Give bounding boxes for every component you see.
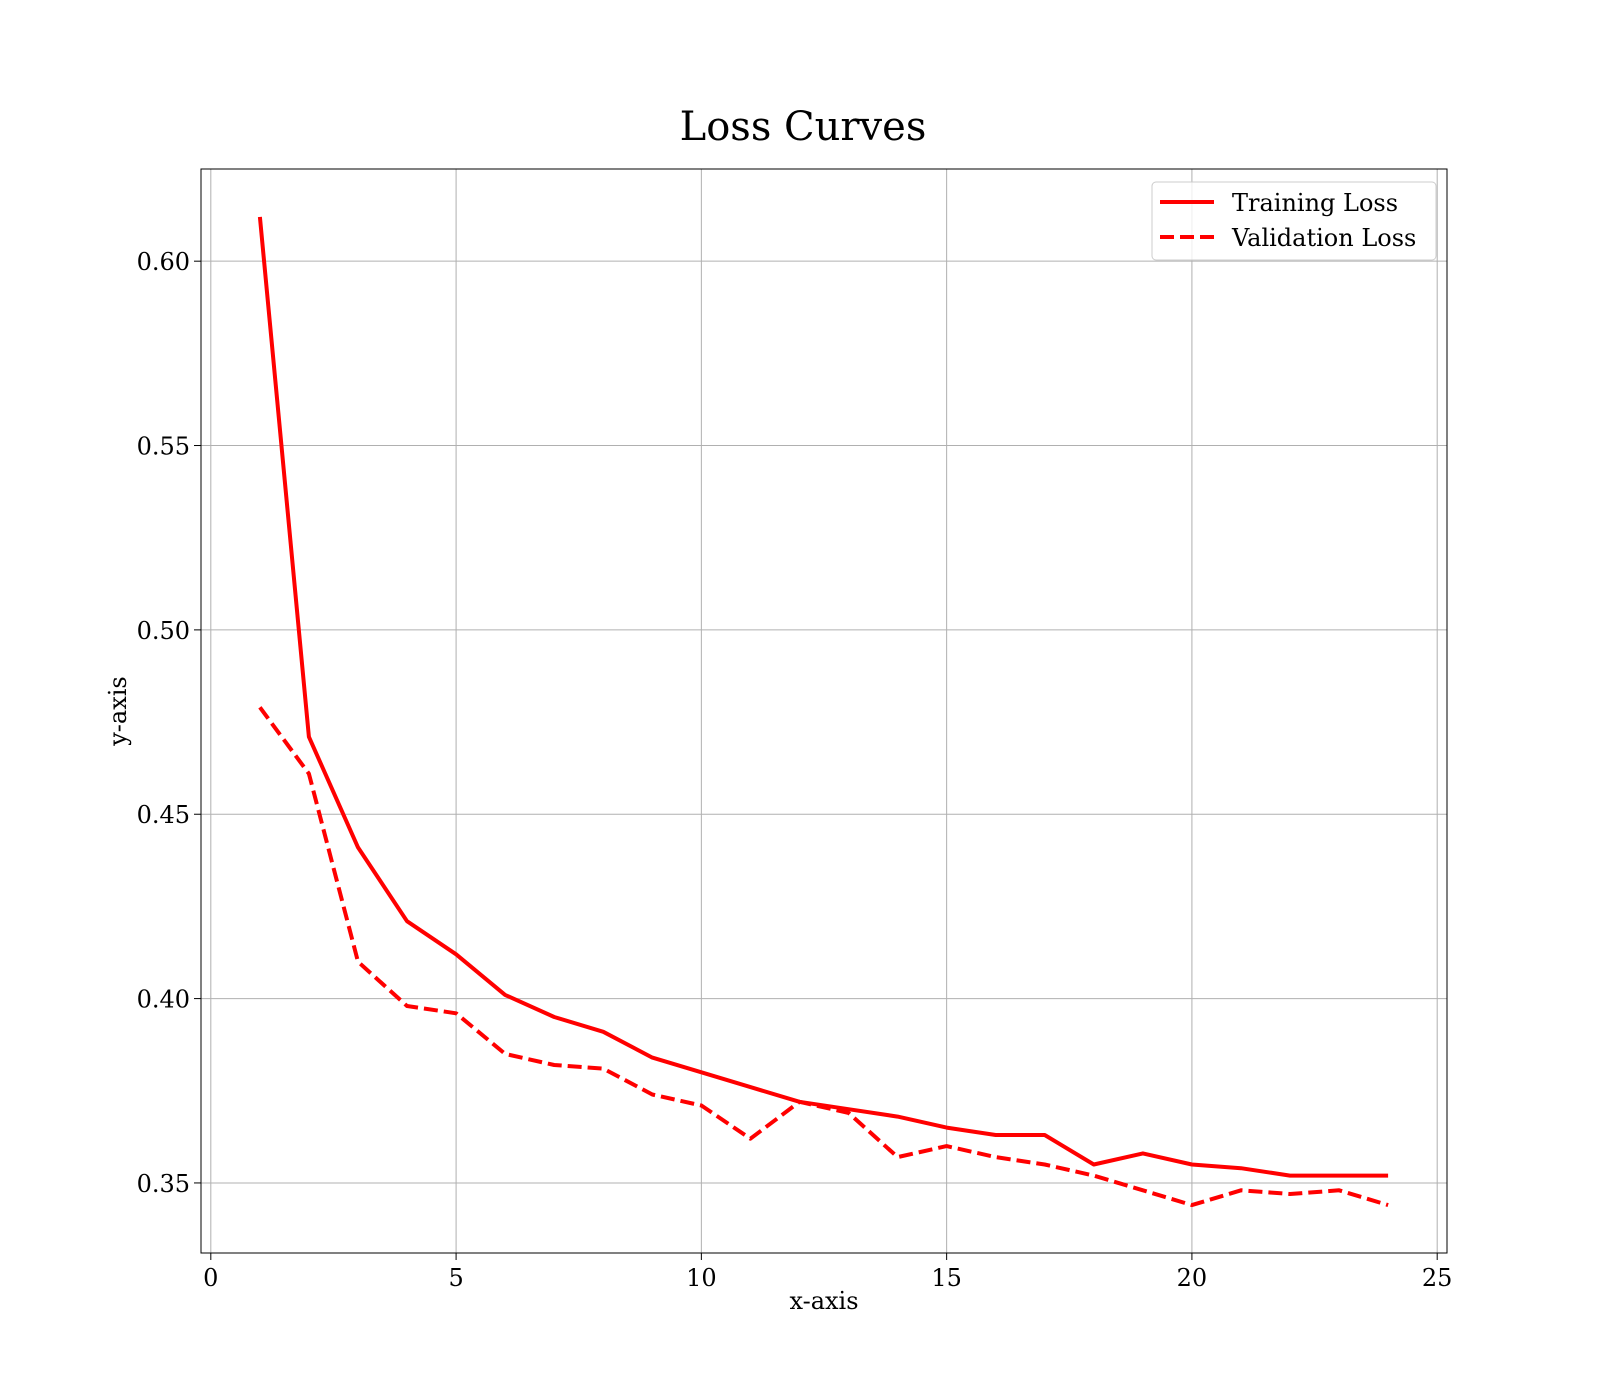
plot-frame [200, 168, 1448, 1254]
x-tick-label: 15 [931, 1264, 962, 1292]
chart-title: Loss Curves [680, 104, 927, 150]
y-tick-label: 0.40 [137, 986, 190, 1014]
axis-ticks: 0 5 10 15 20 25 0.35 0.40 0.45 0.50 0.55 0.60 [137, 248, 1453, 1292]
x-tick-label: 20 [1177, 1264, 1208, 1292]
y-axis-label: y-axis [104, 676, 132, 747]
y-tick-label: 0.60 [137, 248, 190, 276]
x-tick-label: 25 [1422, 1264, 1453, 1292]
grid-lines [201, 169, 1447, 1253]
legend-label-training-loss: Training Loss [1232, 189, 1398, 217]
x-tick-label: 0 [203, 1264, 218, 1292]
x-tick-label: 5 [448, 1264, 463, 1292]
legend-box [1151, 181, 1437, 261]
y-tick-label: 0.35 [137, 1170, 190, 1198]
series-line-validation-loss [258, 706, 1389, 1208]
y-tick-label: 0.55 [137, 433, 190, 461]
series-layer [257, 216, 1389, 1208]
legend-label-validation-loss: Validation Loss [1231, 224, 1416, 252]
x-tick-label: 10 [686, 1264, 717, 1292]
legend: Training Loss Validation Loss [1151, 181, 1437, 261]
x-axis-label: x-axis [789, 1287, 858, 1315]
y-tick-label: 0.45 [137, 801, 190, 829]
y-tick-label: 0.50 [137, 617, 190, 645]
